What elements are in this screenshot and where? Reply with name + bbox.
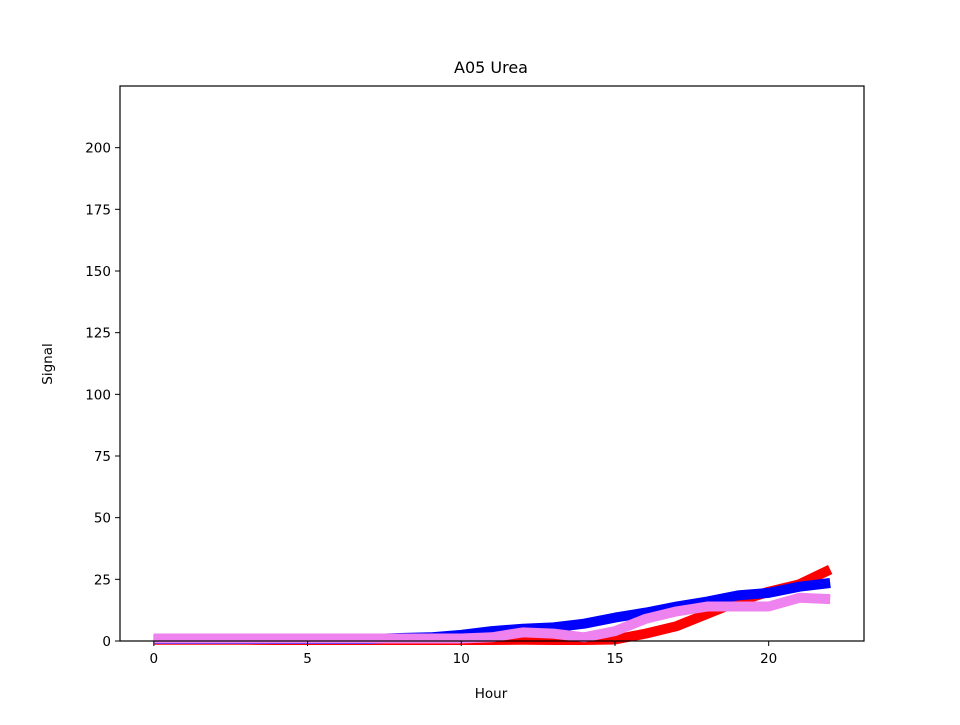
x-axis-label: Hour — [475, 686, 508, 702]
x-tick-label: 15 — [606, 651, 623, 667]
series-line-3 — [153, 592, 831, 644]
chart-title: A05 Urea — [454, 58, 528, 77]
y-tick-label: 0 — [102, 634, 111, 650]
series-layer — [153, 564, 833, 645]
y-tick-label: 175 — [85, 202, 111, 218]
x-tick-label: 20 — [760, 651, 777, 667]
x-tick-label: 5 — [303, 651, 312, 667]
y-axis-label: Signal — [40, 343, 56, 384]
y-tick-label: 150 — [85, 264, 111, 280]
y-tick-label: 75 — [94, 449, 111, 465]
x-tick-label: 0 — [150, 651, 159, 667]
plot-area-frame — [119, 85, 865, 642]
y-tick-label: 200 — [85, 141, 111, 157]
y-tick-label: 100 — [85, 387, 111, 403]
y-tick-label: 25 — [94, 572, 111, 588]
y-tick-label: 50 — [94, 511, 111, 527]
x-tick-label: 10 — [453, 651, 470, 667]
y-tick-label: 125 — [85, 326, 111, 342]
